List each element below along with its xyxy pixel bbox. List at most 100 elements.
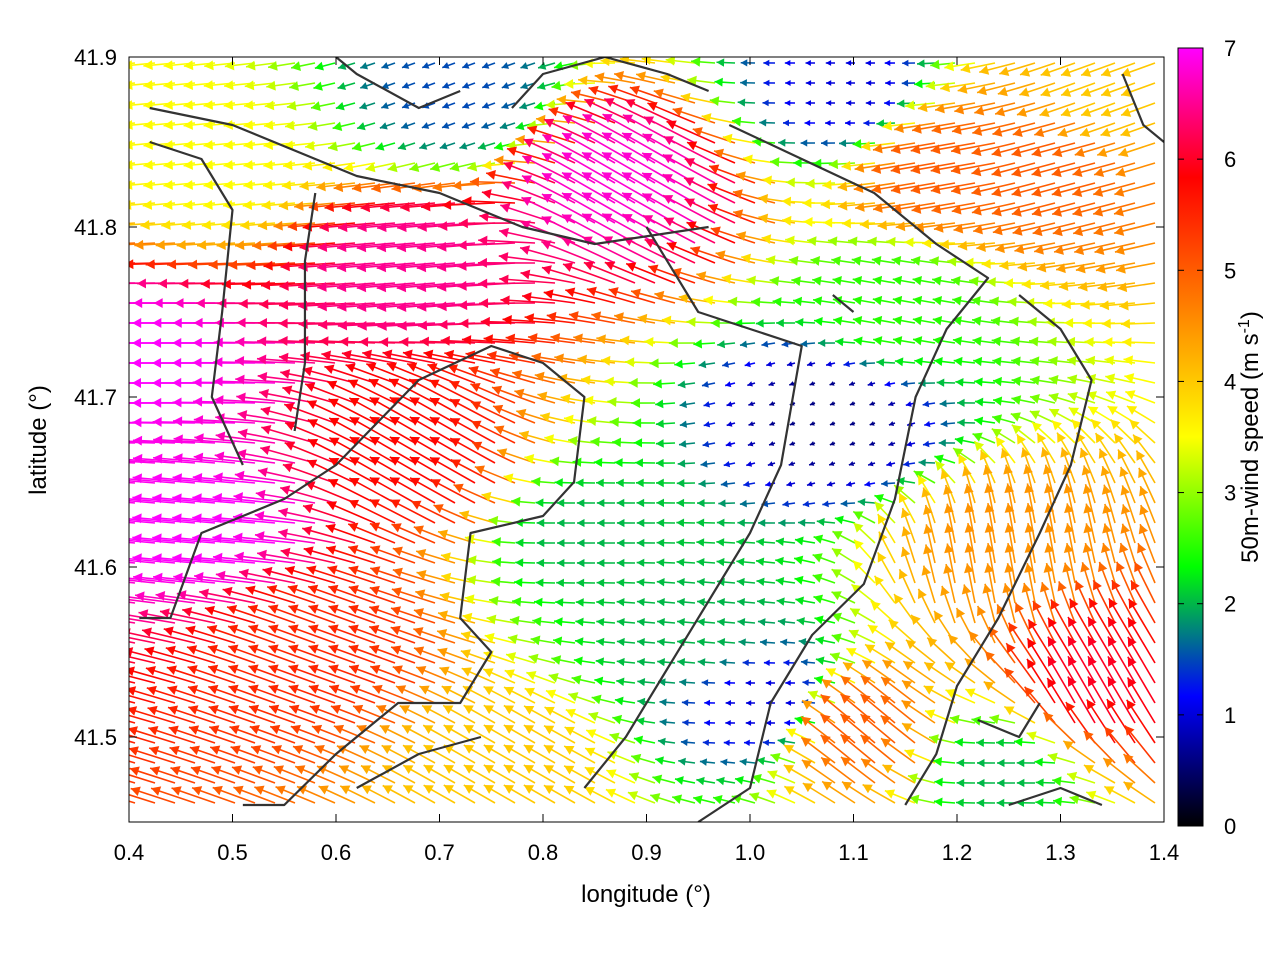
wind-vector-head [743,480,750,488]
wind-vector [129,800,136,804]
wind-vector-head [389,416,401,426]
wind-vector-head [402,349,413,360]
wind-vector-head [934,610,944,622]
wind-vector-head [743,739,750,746]
wind-vector-head [820,199,831,210]
wind-vector-head [143,60,153,71]
wind-vector-head [357,320,367,331]
wind-vector-head [482,62,490,69]
wind-vector-head [1084,337,1094,347]
wind-vector-head [163,80,173,90]
wind-vector-head [421,122,430,129]
wind-vector-head [271,745,283,755]
wind-vector-head [1119,466,1129,478]
wind-vector-head [614,312,624,323]
wind-vector-head [1007,297,1017,307]
wind-vector [173,456,236,464]
wind-vector-head [881,677,892,687]
wind-vector-head [612,714,623,725]
wind-vector-head [917,102,928,113]
wind-vector-head [556,578,564,588]
wind-vector [237,431,296,444]
wind-vector-head [555,598,564,607]
wind-vector [129,621,136,624]
wind-vector-head [479,298,489,309]
wind-vector [257,552,316,564]
wind-vector-head [370,664,381,675]
wind-vector-head [1120,127,1131,137]
wind-vector-head [622,214,633,223]
wind-vector-head [163,200,173,210]
wind-vector-head [254,531,265,541]
wind-vector-head [1116,263,1126,274]
wind-vector-head [212,533,222,544]
wind-vector-head [616,657,625,667]
wind-vector-head [415,589,426,599]
wind-vector-head [872,315,883,326]
wind-vector-head [308,584,319,595]
wind-vector-head [1004,523,1015,533]
wind-vector-head [437,529,449,540]
wind-vector-head [583,261,595,271]
wind-vector-head [1114,245,1125,255]
wind-vector-head [643,116,655,126]
wind-vector-head [548,672,559,683]
wind-vector-head [396,302,407,312]
wind-vector-head [739,340,748,348]
wind-vector-head [892,275,903,286]
wind-vector-head [208,705,219,715]
wind-vector-head [213,472,223,483]
wind-vector-head [243,100,254,111]
wind-vector [129,636,156,644]
wind-vector-head [439,142,448,150]
wind-vector-head [151,786,162,796]
wind-vector-head [692,127,703,137]
wind-vector-head [1027,638,1037,649]
wind-vector-head [662,154,674,164]
wind-vector-head [222,586,233,597]
wind-vector-head [785,177,795,188]
wind-vector-head [174,298,184,309]
wind-vector-head [904,237,914,248]
wind-vector-head [955,798,964,807]
wind-vector-head [545,689,557,699]
wind-vector-head [110,787,120,796]
wind-vector-head [1120,523,1130,534]
wind-vector-head [1120,485,1130,496]
wind-vector [194,436,256,444]
wind-vector-head [1086,790,1097,800]
wind-vector-head [1069,794,1080,805]
wind-vector-head [562,172,573,182]
wind-vector-head [152,318,162,328]
wind-vector-head [913,336,923,346]
wind-vector-head [859,219,870,230]
wind-vector-head [794,575,804,585]
wind-vector [260,447,316,464]
wind-vector-head [501,82,510,89]
wind-vector-head [317,262,327,273]
wind-vector-head [583,395,594,406]
wind-vector-head [850,608,861,618]
wind-vector-head [459,510,470,520]
wind-vector-head [1103,758,1114,768]
wind-vector-head [204,60,214,71]
wind-vector-head [961,584,972,595]
wind-vector-head [682,719,689,727]
wind-vector-head [257,220,268,231]
wind-vector-head [636,597,645,607]
wind-vector-head [812,573,823,583]
wind-vector [173,437,236,444]
wind-vector-head [142,200,153,210]
wind-vector-head [207,625,218,635]
wind-vector-head [644,238,655,248]
wind-vector-head [266,80,276,91]
wind-vector-head [636,71,646,82]
wind-vector-head [575,617,584,627]
wind-vector-head [478,235,488,246]
wind-vector-head [457,260,467,271]
wind-vector-head [1119,542,1129,554]
wind-vector-head [803,217,813,227]
coastline [335,57,461,110]
wind-vector-head [457,240,467,251]
wind-vector-head [626,262,637,272]
